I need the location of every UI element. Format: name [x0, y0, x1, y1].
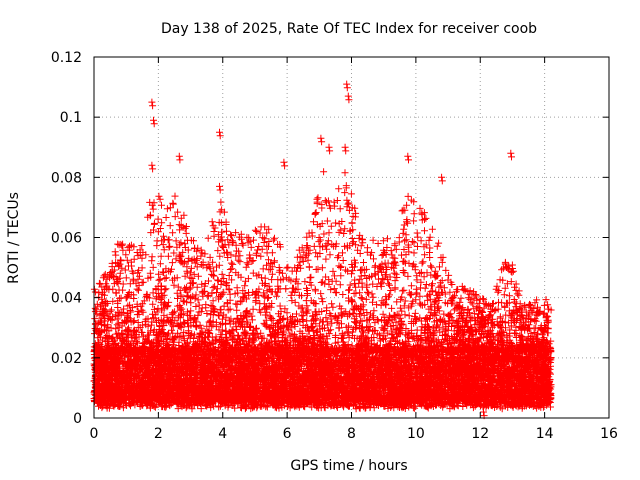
- x-axis-label: GPS time / hours: [290, 458, 407, 474]
- x-tick-label: 6: [283, 426, 292, 442]
- roti-points: [90, 80, 555, 420]
- chart-title: Day 138 of 2025, Rate Of TEC Index for r…: [161, 21, 537, 37]
- x-tick-label: 16: [600, 426, 618, 442]
- y-tick-label: 0.04: [51, 291, 82, 307]
- y-tick-label: 0.08: [51, 170, 82, 186]
- axis-tick-labels: 0 2 4 6 8 10 12 14 16 0 0.02 0.04 0.06 0.08 0.1 0.12: [51, 50, 618, 442]
- y-tick-label: 0.02: [51, 351, 82, 367]
- y-tick-label: 0.06: [51, 231, 82, 247]
- x-tick-label: 12: [471, 426, 489, 442]
- y-tick-label: 0.1: [60, 110, 82, 126]
- y-tick-label: 0.12: [51, 50, 82, 66]
- x-tick-label: 10: [407, 426, 425, 442]
- y-tick-label: 0: [73, 411, 82, 427]
- x-tick-label: 14: [536, 426, 554, 442]
- data-points: [90, 80, 555, 420]
- x-tick-label: 0: [90, 426, 99, 442]
- x-tick-label: 2: [154, 426, 163, 442]
- x-tick-label: 4: [218, 426, 227, 442]
- x-tick-label: 8: [347, 426, 356, 442]
- axis-ticks: [93, 56, 610, 419]
- y-axis-label: ROTI / TECUs: [6, 192, 22, 284]
